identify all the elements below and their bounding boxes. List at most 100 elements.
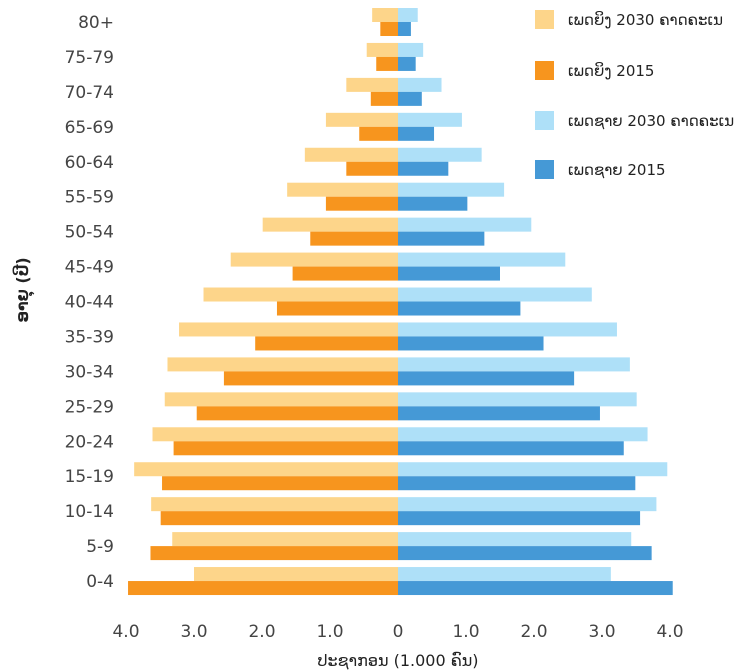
bar-female-2030-15-19: [134, 462, 398, 477]
bar-female-2030-35-39: [179, 322, 398, 337]
y-tick-label: 5-9: [86, 537, 114, 557]
bar-male-2015-25-29: [398, 406, 600, 421]
bar-female-2030-55-59: [287, 182, 398, 197]
legend-label: ເພດຍິງ 2030 ຄາດຄະເນ: [568, 10, 723, 29]
bar-female-2015-50-54: [310, 231, 398, 246]
bar-female-2015-45-49: [292, 266, 398, 281]
bar-male-2030-30-34: [398, 357, 630, 372]
y-tick-label: 60-64: [65, 153, 114, 173]
bar-female-2015-25-29: [196, 406, 398, 421]
legend-swatch: [535, 61, 554, 80]
x-tick-label: 0: [393, 622, 404, 642]
bar-male-2015-70-74: [398, 91, 422, 106]
bar-female-2030-65-69: [325, 112, 398, 127]
legend-label: ເພດຊາຍ 2030 ຄາດຄະເນ: [568, 112, 734, 130]
bar-female-2015-70-74: [370, 91, 398, 106]
bar-male-2015-65-69: [398, 126, 435, 141]
bar-female-2030-75-79: [366, 42, 398, 57]
x-tick-label: 3.0: [180, 622, 207, 642]
y-tick-label: 50-54: [65, 223, 114, 243]
x-tick-label: 4.0: [656, 622, 683, 642]
bar-female-2015-75-79: [376, 56, 398, 71]
bar-male-2015-15-19: [398, 476, 636, 491]
legend-swatch: [535, 10, 554, 29]
bar-female-2030-70-74: [346, 77, 398, 92]
bar-female-2015-30-34: [223, 371, 398, 386]
bar-male-2015-0-4: [398, 581, 673, 596]
y-tick-label: 55-59: [65, 188, 114, 208]
y-tick-label: 75-79: [65, 48, 114, 68]
bar-female-2015-10-14: [160, 511, 398, 526]
bar-male-2030-35-39: [398, 322, 617, 337]
bar-male-2030-0-4: [398, 567, 611, 582]
bar-female-2015-0-4: [128, 581, 399, 596]
bar-male-2030-45-49: [398, 252, 566, 267]
bar-male-2015-20-24: [398, 441, 624, 456]
bar-male-2030-40-44: [398, 287, 592, 302]
y-axis-title: ອາຍຸ (ປີ): [12, 257, 35, 322]
y-tick-label: 80+: [78, 13, 114, 33]
bar-female-2030-80+: [372, 8, 398, 22]
y-tick-label: 40-44: [65, 293, 114, 313]
bar-female-2030-45-49: [230, 252, 398, 267]
bar-female-2015-5-9: [150, 546, 398, 561]
bar-male-2015-50-54: [398, 231, 485, 246]
bar-female-2015-20-24: [173, 441, 398, 456]
bar-female-2030-20-24: [152, 427, 398, 442]
bar-male-2015-45-49: [398, 266, 500, 281]
y-tick-label: 30-34: [65, 362, 114, 382]
x-tick-label: 3.0: [588, 622, 615, 642]
y-tick-label: 70-74: [65, 83, 114, 103]
bar-male-2030-80+: [398, 8, 418, 22]
bar-male-2030-15-19: [398, 462, 668, 477]
bar-male-2030-65-69: [398, 112, 462, 127]
y-tick-label: 0-4: [86, 572, 114, 592]
x-tick-label: 2.0: [520, 622, 547, 642]
bar-male-2030-75-79: [398, 42, 424, 57]
bar-female-2015-55-59: [325, 196, 398, 211]
bar-female-2030-40-44: [203, 287, 398, 302]
x-tick-label: 2.0: [248, 622, 275, 642]
x-tick-labels: 4.0 3.0 2.0 1.0 0 1.0 2.0 3.0 4.0: [112, 622, 683, 642]
y-tick-labels: 80+ 75-79 70-74 65-69 60-64 55-59 50-54 45-49 40…: [65, 13, 114, 592]
bar-male-2015-30-34: [398, 371, 575, 386]
bar-male-2030-10-14: [398, 497, 657, 512]
bar-female-2015-35-39: [255, 336, 398, 351]
bar-male-2030-20-24: [398, 427, 648, 442]
y-tick-label: 10-14: [65, 502, 114, 522]
bar-male-2030-5-9: [398, 532, 632, 547]
bar-female-2015-60-64: [346, 161, 398, 176]
x-tick-label: 4.0: [112, 622, 139, 642]
legend-swatch: [535, 160, 554, 179]
y-tick-label: 65-69: [65, 118, 114, 138]
bar-male-2030-60-64: [398, 147, 482, 162]
bar-male-2030-70-74: [398, 77, 442, 92]
bar-female-2030-25-29: [164, 392, 398, 407]
x-axis-title: ປະຊາກອນ (1.000 ຄົນ): [317, 651, 478, 670]
legend-label: ເພດຊາຍ 2015: [568, 161, 666, 179]
bar-female-2030-5-9: [172, 532, 398, 547]
bar-female-2030-30-34: [167, 357, 398, 372]
bar-male-2015-55-59: [398, 196, 468, 211]
bar-male-2015-60-64: [398, 161, 449, 176]
y-tick-label: 15-19: [65, 467, 114, 487]
bar-male-2015-5-9: [398, 546, 652, 561]
x-tick-label: 1.0: [452, 622, 479, 642]
bar-female-2015-65-69: [359, 126, 398, 141]
bar-male-2015-80+: [398, 22, 411, 36]
bar-male-2030-50-54: [398, 217, 532, 232]
bar-male-2015-35-39: [398, 336, 544, 351]
bar-female-2030-10-14: [151, 497, 398, 512]
bars-group: [128, 8, 673, 596]
bar-female-2030-50-54: [262, 217, 398, 232]
y-tick-label: 20-24: [65, 432, 114, 452]
y-tick-label: 45-49: [65, 258, 114, 278]
bar-male-2030-55-59: [398, 182, 505, 197]
y-tick-label: 25-29: [65, 397, 114, 417]
bar-female-2030-60-64: [304, 147, 398, 162]
bar-male-2015-10-14: [398, 511, 641, 526]
y-tick-label: 35-39: [65, 327, 114, 347]
bar-female-2015-40-44: [276, 301, 398, 316]
